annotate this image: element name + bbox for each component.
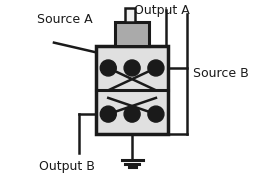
Circle shape	[100, 60, 116, 76]
Bar	[125, 8, 135, 22]
Circle shape	[100, 106, 116, 122]
Circle shape	[124, 60, 140, 76]
Bar	[96, 46, 168, 134]
Text: Source A: Source A	[37, 13, 92, 26]
Circle shape	[148, 106, 164, 122]
Text: Source B: Source B	[193, 67, 249, 80]
Circle shape	[148, 60, 164, 76]
Text: Output A: Output A	[134, 4, 190, 17]
Circle shape	[124, 106, 140, 122]
Bar	[115, 22, 149, 46]
Text: Output B: Output B	[39, 160, 95, 173]
